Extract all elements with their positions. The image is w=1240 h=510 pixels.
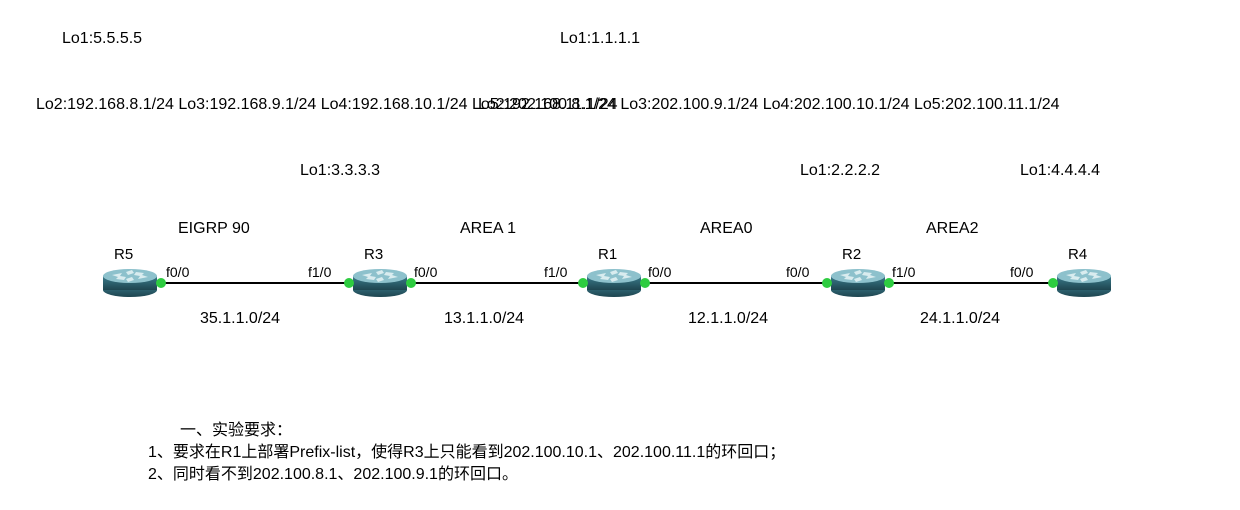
port-label: f0/0 bbox=[1010, 264, 1033, 280]
router-icon-r4 bbox=[1056, 268, 1112, 298]
router-name-r4: R4 bbox=[1068, 246, 1087, 263]
router-name-r2: R2 bbox=[842, 246, 861, 263]
port-label: f1/0 bbox=[892, 264, 915, 280]
router-icon-r3 bbox=[352, 268, 408, 298]
r4-loopback-lo1: Lo1:4.4.4.4 bbox=[1020, 160, 1100, 182]
segment-area1: AREA 1 bbox=[460, 220, 516, 238]
router-icon-r1 bbox=[586, 268, 642, 298]
port-dot bbox=[578, 278, 588, 288]
port-label: f0/0 bbox=[648, 264, 671, 280]
segment-area2: AREA2 bbox=[926, 220, 978, 238]
subnet-label: 35.1.1.0/24 bbox=[200, 310, 280, 328]
router-name-r3: R3 bbox=[364, 246, 383, 263]
port-dot bbox=[344, 278, 354, 288]
link-r3-r1 bbox=[408, 282, 586, 284]
r2-loopback-lo1: Lo1:2.2.2.2 bbox=[800, 160, 880, 182]
port-dot bbox=[406, 278, 416, 288]
port-dot bbox=[822, 278, 832, 288]
port-dot bbox=[1048, 278, 1058, 288]
segment-area0: AREA0 bbox=[700, 220, 752, 238]
subnet-label: 12.1.1.0/24 bbox=[688, 310, 768, 328]
link-r5-r3 bbox=[158, 282, 352, 284]
router-icon-r5 bbox=[102, 268, 158, 298]
r5-loopback-lo1: Lo1:5.5.5.5 bbox=[62, 28, 142, 50]
router-name-r5: R5 bbox=[114, 246, 133, 263]
requirements-block: 一、实验要求： 1、要求在R1上部署Prefix-list，使得R3上只能看到2… bbox=[148, 420, 785, 486]
port-dot bbox=[884, 278, 894, 288]
requirements-line2: 2、同时看不到202.100.8.1、202.100.9.1的环回口。 bbox=[148, 464, 785, 486]
port-label: f1/0 bbox=[544, 264, 567, 280]
r1-loopback-lo1: Lo1:1.1.1.1 bbox=[560, 28, 640, 50]
segment-eigrp90: EIGRP 90 bbox=[178, 220, 250, 238]
port-label: f0/0 bbox=[786, 264, 809, 280]
port-dot bbox=[640, 278, 650, 288]
router-name-r1: R1 bbox=[598, 246, 617, 263]
router-icon-r2 bbox=[830, 268, 886, 298]
requirements-title: 一、实验要求： bbox=[148, 420, 785, 442]
link-r1-r2 bbox=[642, 282, 830, 284]
port-dot bbox=[156, 278, 166, 288]
subnet-label: 24.1.1.0/24 bbox=[920, 310, 1000, 328]
requirements-line1: 1、要求在R1上部署Prefix-list，使得R3上只能看到202.100.1… bbox=[148, 442, 785, 464]
r1-loopbacks: Lo2:202.100.8.1/24 Lo3:202.100.9.1/24 Lo… bbox=[478, 94, 1060, 116]
link-r2-r4 bbox=[886, 282, 1056, 284]
subnet-label: 13.1.1.0/24 bbox=[444, 310, 524, 328]
r3-loopback-lo1: Lo1:3.3.3.3 bbox=[300, 160, 380, 182]
port-label: f1/0 bbox=[308, 264, 331, 280]
port-label: f0/0 bbox=[414, 264, 437, 280]
port-label: f0/0 bbox=[166, 264, 189, 280]
